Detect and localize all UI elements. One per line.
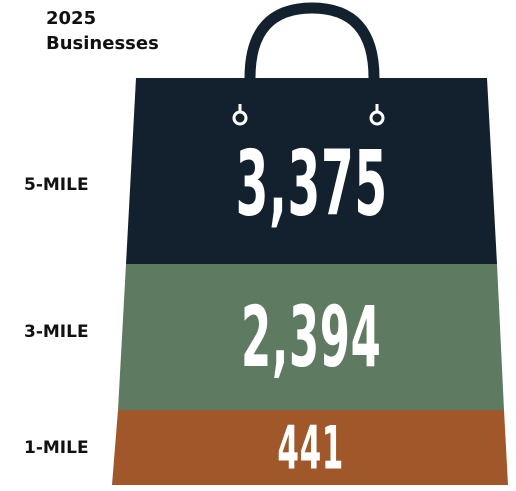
bag-handle xyxy=(244,2,380,84)
bag-section-1-mile xyxy=(112,410,508,485)
tier-label-1-mile: 1-MILE xyxy=(24,438,89,458)
chart-title: 2025 Businesses xyxy=(46,6,159,56)
tier-label-5-mile: 5-MILE xyxy=(24,175,89,195)
title-year: 2025 xyxy=(46,8,97,29)
tier-value-3-mile: 2,394 xyxy=(241,287,382,387)
bag-section-5-mile xyxy=(126,78,497,264)
bag-section-3-mile xyxy=(118,264,504,410)
bag-ring-right xyxy=(369,104,385,126)
tier-value-5-mile: 3,375 xyxy=(235,130,388,236)
bag-ring-left xyxy=(232,104,248,126)
tier-label-3-mile: 3-MILE xyxy=(24,322,89,342)
title-subtitle: Businesses xyxy=(46,33,159,54)
tier-value-1-mile: 441 xyxy=(277,413,345,483)
